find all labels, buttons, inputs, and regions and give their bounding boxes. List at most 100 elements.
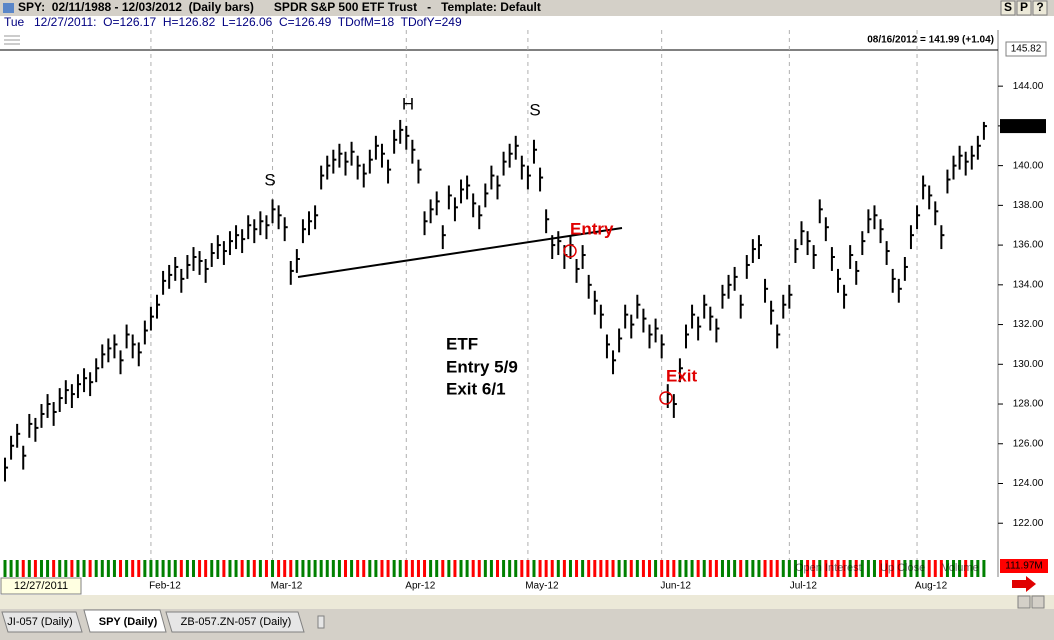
volume-bar — [410, 560, 414, 577]
app-icon — [3, 3, 14, 13]
volume-bar — [216, 560, 220, 577]
tab[interactable] — [165, 611, 305, 633]
x-tick-label: May-12 — [525, 581, 559, 592]
neckline — [297, 227, 623, 278]
volume-bar — [222, 560, 226, 577]
x-tick-label: Apr-12 — [405, 581, 435, 592]
volume-bar — [824, 560, 828, 577]
volume-legend: Open Interest — [795, 562, 862, 574]
volume-bar — [757, 560, 761, 577]
scrollbar[interactable] — [0, 595, 1054, 609]
scroll-right-icon[interactable] — [1012, 576, 1036, 592]
volume-bar — [842, 560, 846, 577]
scale-max-label: 145.82 — [1011, 44, 1042, 55]
volume-legend: Up Close — [880, 562, 925, 574]
volume-bar — [812, 560, 816, 577]
pattern-label: S — [264, 170, 275, 189]
volume-bar — [593, 560, 597, 577]
volume-bar — [933, 560, 937, 577]
exit-label: Exit — [666, 366, 698, 385]
volume-bar — [447, 560, 451, 577]
volume-bar — [544, 560, 548, 577]
volume-bar — [532, 560, 536, 577]
volume-bar — [903, 560, 907, 577]
y-tick-label: 134.00 — [1013, 279, 1044, 290]
x-tick-label: Jul-12 — [790, 581, 818, 592]
volume-bar — [945, 560, 949, 577]
volume-bar — [678, 560, 682, 577]
volume-bar — [82, 560, 86, 577]
volume-bar — [179, 560, 183, 577]
tab-active[interactable] — [83, 609, 167, 633]
volume-bar — [708, 560, 712, 577]
volume-bar — [818, 560, 822, 577]
tab-label[interactable]: ZB-057.ZN-057 (Daily) — [181, 616, 292, 628]
volume-bar — [76, 560, 80, 577]
volume-bar — [629, 560, 633, 577]
volume-bar — [483, 560, 487, 577]
volume-bar — [714, 560, 718, 577]
time-axis — [0, 577, 1054, 595]
volume-bar — [830, 560, 834, 577]
y-tick-label: 128.00 — [1013, 399, 1044, 410]
volume-bar — [21, 560, 25, 577]
button-label[interactable]: ? — [1036, 0, 1043, 14]
volume-bar — [982, 560, 986, 577]
volume-bar — [605, 560, 609, 577]
day-label: Tue — [4, 15, 25, 29]
button[interactable] — [1000, 0, 1016, 16]
tab[interactable] — [1, 611, 83, 633]
volume-bar — [131, 560, 135, 577]
volume-bar — [976, 560, 980, 577]
grip — [4, 35, 20, 45]
volume-bar — [733, 560, 737, 577]
volume-bar — [271, 560, 275, 577]
price-axis — [998, 30, 1054, 577]
bar-info: 12/27/2011: O=126.17 H=126.82 L=126.06 C… — [34, 15, 462, 29]
volume-bar — [15, 560, 19, 577]
volume-bar — [100, 560, 104, 577]
volume-bar — [496, 560, 499, 577]
volume-bar — [927, 560, 931, 577]
volume-bar — [185, 560, 189, 577]
volume-bar — [568, 560, 572, 577]
last-price-label: 08/16/2012 = 141.99 (+1.04) — [867, 35, 994, 46]
volume-bar — [508, 560, 512, 577]
volume-bar — [611, 560, 615, 577]
scroll-button[interactable] — [1017, 595, 1031, 609]
volume-bar — [228, 560, 232, 577]
entry-marker — [563, 244, 577, 258]
button[interactable] — [1016, 0, 1032, 16]
volume-bar — [204, 560, 208, 577]
tab-scroll[interactable] — [317, 615, 325, 629]
volume-bar — [745, 560, 749, 577]
volume-bar — [119, 560, 123, 577]
volume-bar — [915, 560, 919, 577]
volume-bar — [46, 560, 50, 577]
volume-bar — [88, 560, 92, 577]
scale-max-box — [1005, 41, 1047, 57]
tab-label[interactable]: JI-057 (Daily) — [7, 616, 72, 628]
tab-label[interactable]: SPY (Daily) — [99, 616, 158, 628]
volume-bar — [581, 560, 585, 577]
x-tick-label: Jun-12 — [660, 581, 691, 592]
volume-bar — [939, 560, 943, 577]
button[interactable] — [1032, 0, 1048, 16]
volume-bar — [623, 560, 627, 577]
volume-bar — [866, 560, 870, 577]
volume-bar — [112, 560, 116, 577]
volume-bar — [173, 560, 177, 577]
scroll-button[interactable] — [1031, 595, 1045, 609]
volume-bar — [587, 560, 591, 577]
volume-bar — [952, 560, 956, 577]
volume-bar — [58, 560, 62, 577]
note: ETF — [446, 334, 478, 353]
button-label[interactable]: S — [1004, 0, 1012, 14]
button-label[interactable]: P — [1020, 0, 1028, 14]
volume-bar — [477, 560, 481, 577]
y-tick-label: 136.00 — [1013, 240, 1044, 251]
volume-bar — [3, 560, 7, 577]
volume-bar — [9, 560, 13, 577]
volume-bar — [295, 560, 299, 577]
